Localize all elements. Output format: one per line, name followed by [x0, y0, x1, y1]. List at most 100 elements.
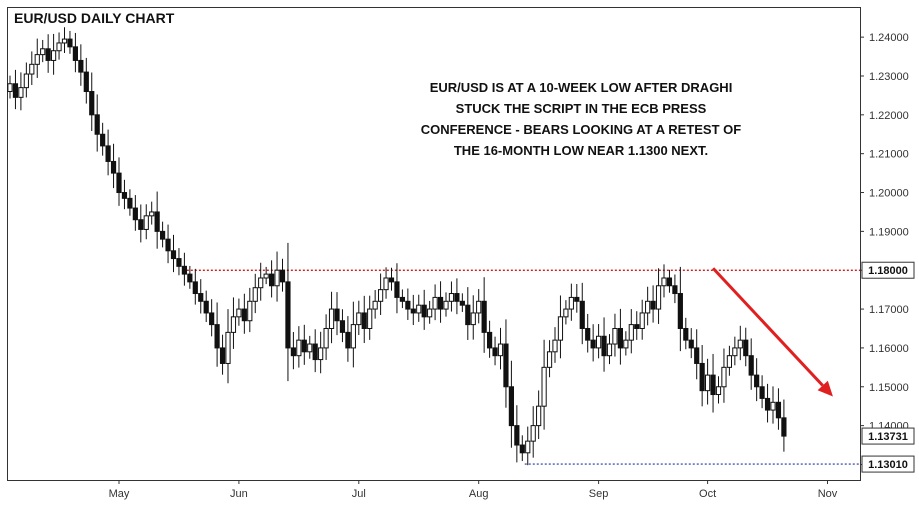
candle [100, 122, 106, 156]
x-tick-label: Aug [469, 488, 489, 500]
candle [427, 300, 433, 324]
candle [743, 327, 749, 367]
candle [617, 308, 623, 365]
candle-body-bull [432, 296, 438, 310]
candle-body-bear [334, 308, 340, 322]
candle [585, 313, 591, 353]
candle-body-bull [263, 273, 269, 279]
candle-body-bull [378, 289, 384, 302]
candle [132, 195, 138, 231]
candle-body-bear [459, 300, 465, 306]
candle-body-bear [465, 304, 471, 326]
candle-body-bear [12, 83, 19, 98]
candle [318, 331, 324, 374]
candle [230, 297, 237, 349]
candlestick-series [7, 27, 787, 466]
trend-arrow-head [817, 380, 833, 397]
y-tick-label: 1.15000 [869, 382, 909, 394]
candle-body-bull [29, 63, 35, 75]
candle [508, 360, 514, 448]
candle [639, 299, 645, 340]
candle [405, 288, 411, 320]
candle [105, 129, 111, 176]
candle [677, 266, 683, 352]
y-tick-label: 1.20000 [869, 188, 909, 200]
candle [143, 204, 149, 240]
candle-body-bear [241, 308, 247, 322]
candle [29, 51, 35, 86]
candle [634, 311, 640, 340]
candle [61, 27, 68, 54]
candle-body-bull [61, 38, 68, 44]
candle [269, 260, 275, 298]
candle [252, 273, 258, 314]
candle [541, 339, 547, 430]
last-price-box [861, 427, 915, 445]
candle [688, 328, 694, 359]
candle-body-bull [350, 324, 356, 349]
candle [356, 300, 362, 336]
candle [661, 264, 667, 298]
candle-body-bull [530, 425, 536, 442]
level-label: 1.13010 [868, 459, 908, 471]
candle [563, 300, 569, 325]
candle-body-bear [176, 258, 182, 267]
candle-body-bear [72, 46, 79, 61]
level-label: 1.18000 [868, 265, 908, 277]
candle [546, 340, 553, 378]
candle [203, 290, 209, 323]
candle-body-bear [754, 374, 760, 388]
candle [672, 274, 678, 304]
candle [56, 32, 62, 60]
candle-body-bear [78, 59, 84, 73]
candle [666, 269, 673, 293]
candle-body-bear [481, 300, 487, 333]
candle-body-bull [416, 304, 422, 314]
candle [764, 383, 771, 423]
y-tick-label: 1.17000 [869, 304, 909, 316]
candle-body-bear [345, 331, 351, 349]
candle [34, 38, 40, 78]
candle [72, 32, 79, 73]
candle [726, 345, 732, 376]
candle [181, 252, 188, 286]
candle-body-bear [710, 374, 716, 396]
candle [759, 375, 765, 409]
candle [623, 331, 629, 356]
candle-body-bear [138, 219, 144, 230]
x-tick-label: Jun [230, 488, 248, 500]
candle [94, 94, 100, 152]
candle [432, 284, 438, 321]
y-tick-label: 1.22000 [869, 110, 909, 122]
candle-body-bull [318, 347, 324, 361]
candle-body-bear [219, 347, 226, 364]
candle-body-bear [694, 347, 700, 364]
candle [236, 298, 242, 326]
candle [214, 302, 220, 367]
candle [601, 317, 607, 372]
candle [45, 34, 51, 73]
candle [345, 316, 351, 362]
candle-body-bull [143, 215, 149, 230]
candle-body-bear [198, 293, 204, 302]
candle [487, 320, 493, 358]
x-tick-label: Nov [818, 488, 838, 500]
candle [290, 331, 296, 370]
candle [775, 388, 782, 430]
candle-body-bear [514, 425, 520, 446]
candle [645, 286, 651, 326]
candle-body-bear [666, 277, 673, 287]
candle [258, 262, 264, 301]
candle [710, 353, 716, 413]
candle-body-bear [285, 281, 291, 349]
trend-arrow-shaft [711, 267, 824, 387]
candle-body-bull [476, 300, 482, 314]
candle-body-bear [165, 238, 171, 252]
candle-body-bull [563, 308, 569, 318]
candle [40, 39, 46, 63]
candle-body-bear [279, 269, 286, 283]
candle-body-bull [367, 308, 373, 329]
candle-body-bull [448, 293, 455, 302]
candle [388, 267, 395, 291]
